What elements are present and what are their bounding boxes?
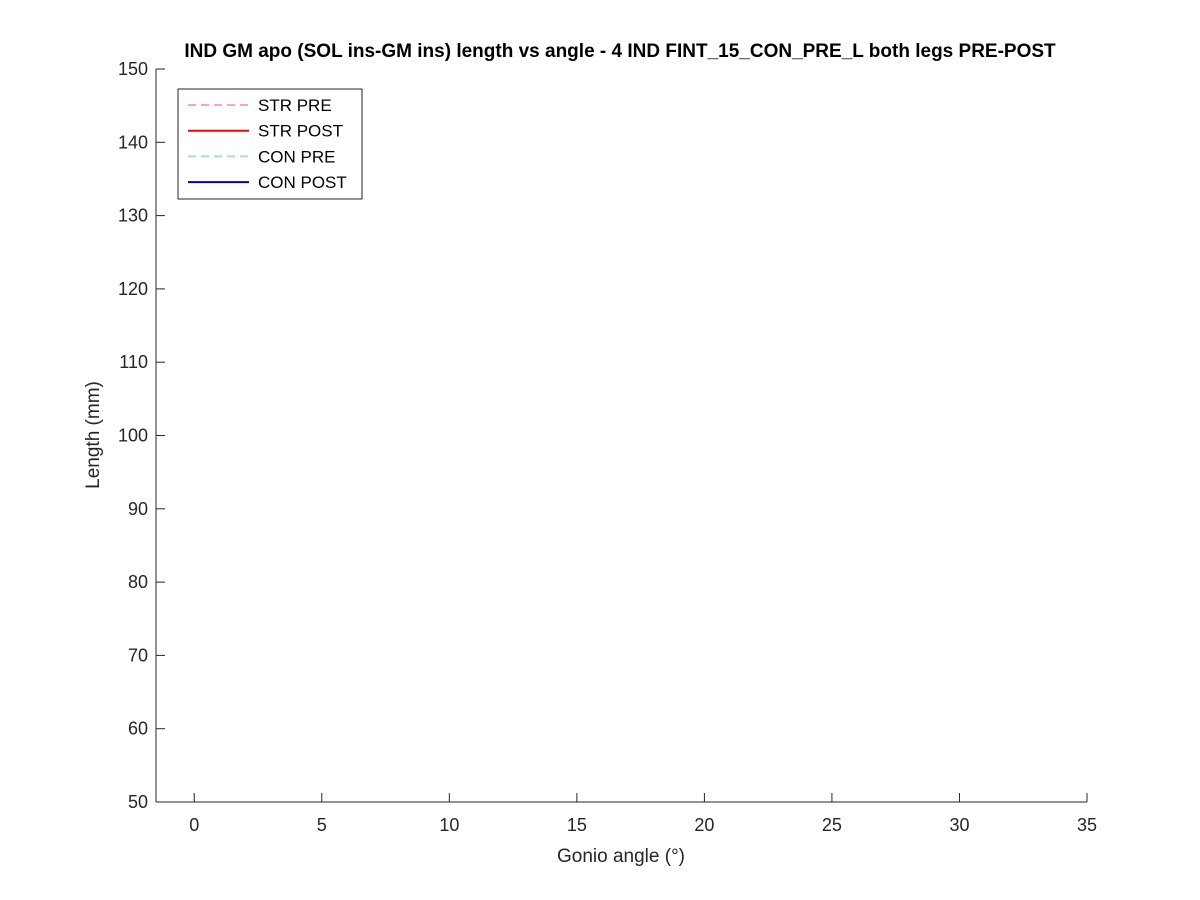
x-tick-label: 10 xyxy=(439,815,459,835)
y-axis-label: Length (mm) xyxy=(83,381,104,489)
x-axis-ticks: 0 5 10 15 20 25 30 35 xyxy=(189,793,1097,835)
y-tick-label: 100 xyxy=(118,426,148,446)
y-tick-label: 70 xyxy=(128,645,148,665)
x-tick-label: 35 xyxy=(1077,815,1097,835)
x-tick-label: 30 xyxy=(949,815,969,835)
x-tick-label: 5 xyxy=(317,815,327,835)
x-tick-label: 0 xyxy=(189,815,199,835)
y-tick-label: 80 xyxy=(128,572,148,592)
legend-items: STR PRE STR POST CON PRE CON POST xyxy=(188,96,347,192)
y-tick-label: 90 xyxy=(128,499,148,519)
y-tick-label: 50 xyxy=(128,792,148,812)
x-tick-label: 20 xyxy=(694,815,714,835)
x-axis-label: Gonio angle (°) xyxy=(557,846,685,867)
y-tick-label: 150 xyxy=(118,59,148,79)
y-tick-label: 130 xyxy=(118,206,148,226)
y-tick-label: 60 xyxy=(128,719,148,739)
x-tick-label: 25 xyxy=(822,815,842,835)
legend-label: CON PRE xyxy=(258,147,335,166)
y-axis-ticks: 50 60 70 80 90 100 110 120 130 140 150 xyxy=(118,59,165,812)
y-tick-label: 120 xyxy=(118,279,148,299)
legend-box xyxy=(177,88,363,200)
y-tick-label: 140 xyxy=(118,132,148,152)
legend: STR PRE STR POST CON PRE CON POST xyxy=(177,88,363,200)
legend-label: STR PRE xyxy=(258,96,332,115)
chart-title: IND GM apo (SOL ins-GM ins) length vs an… xyxy=(184,41,1056,62)
legend-label: CON POST xyxy=(258,173,347,192)
x-tick-label: 15 xyxy=(567,815,587,835)
legend-label: STR POST xyxy=(258,122,343,141)
y-tick-label: 110 xyxy=(119,352,148,372)
